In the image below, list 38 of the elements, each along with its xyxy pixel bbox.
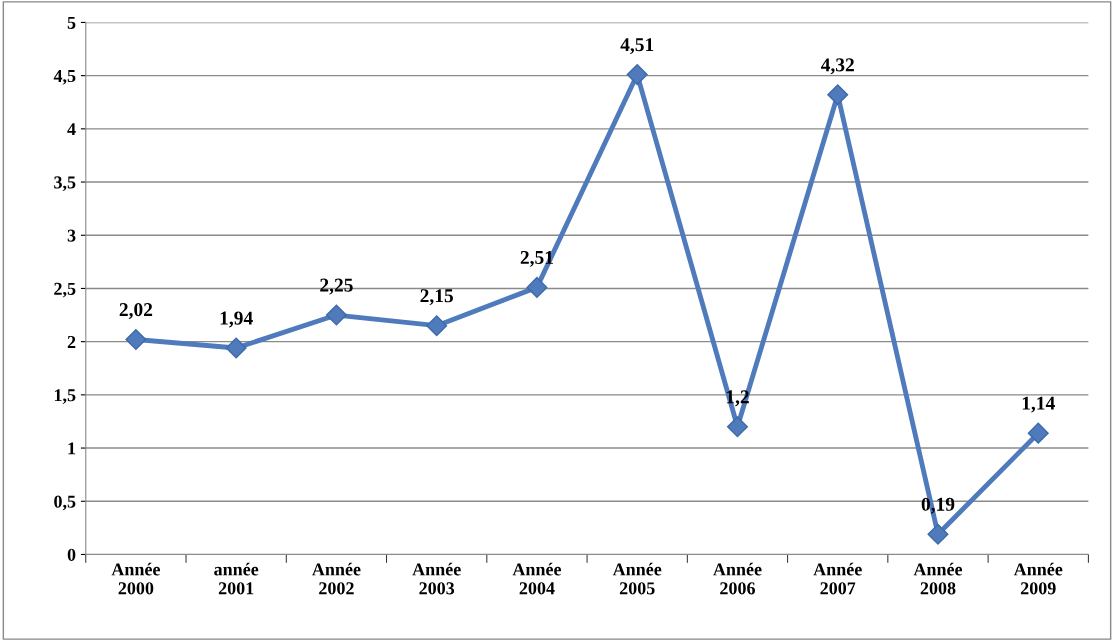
data-label: 2,15 <box>420 289 453 306</box>
y-tick-label: 0,5 <box>54 495 76 511</box>
x-tick-label: Année 2008 <box>913 562 963 595</box>
x-tick-label: Année 2006 <box>713 562 762 595</box>
point <box>125 329 147 351</box>
x-tick-label: Année 2005 <box>612 562 662 595</box>
x-tick-label: Année 2000 <box>111 562 161 595</box>
point <box>927 523 949 545</box>
y-tick-label: 4,5 <box>53 70 76 85</box>
point <box>225 337 247 359</box>
point <box>426 315 448 337</box>
x-tick-label: Année 2002 <box>312 562 361 595</box>
x-tick-label: Année 2004 <box>512 562 562 595</box>
data-label: 1,94 <box>220 311 253 328</box>
x-tick-label: Année 2007 <box>813 562 862 595</box>
point <box>526 276 548 298</box>
y-tick-label: 2 <box>67 335 76 348</box>
data-label: 2,25 <box>320 278 353 295</box>
data-label: 1,14 <box>1022 396 1055 413</box>
x-tick-label: Année 2009 <box>1013 562 1063 595</box>
y-tick-label: 1 <box>68 442 76 455</box>
y-tick-label: 4 <box>67 123 76 136</box>
point <box>325 304 347 326</box>
y-tick-label: 3 <box>67 229 76 242</box>
data-label: 2,02 <box>119 303 153 319</box>
y-tick-label: 1,5 <box>54 389 76 404</box>
x-tick-label: Année 2003 <box>412 562 461 595</box>
point <box>726 416 748 438</box>
y-tick-label: 5 <box>67 16 76 29</box>
y-tick-label: 0 <box>67 548 76 561</box>
y-tick-label: 2,5 <box>54 282 76 298</box>
y-tick-label: 3,5 <box>54 176 76 192</box>
point <box>1027 422 1049 444</box>
point <box>827 84 849 106</box>
data-label: 4,51 <box>620 38 654 54</box>
point <box>626 64 648 86</box>
x-tick-label: année 2001 <box>214 562 259 595</box>
data-label: 4,32 <box>820 58 854 75</box>
